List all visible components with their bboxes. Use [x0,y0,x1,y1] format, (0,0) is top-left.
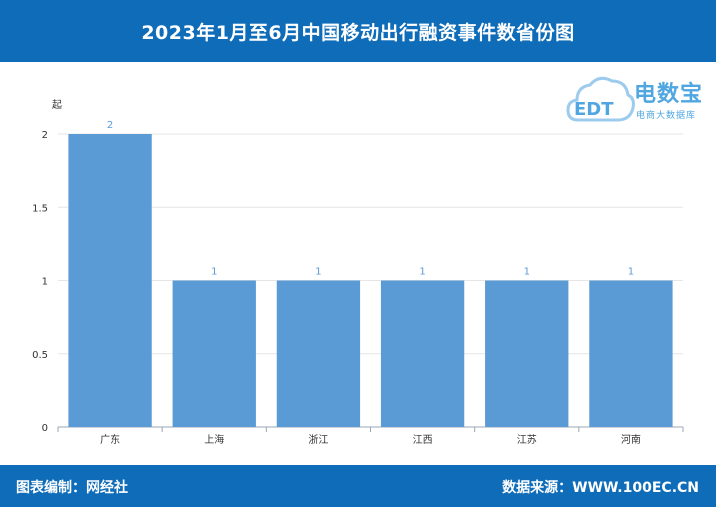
x-tick-label: 上海 [204,433,224,446]
data-label: 1 [419,267,425,278]
y-tick-label: 2 [42,130,48,141]
x-tick-label: 江苏 [517,433,537,446]
logo-tagline: 电商大数据库 [636,111,697,121]
chart-title: 2023年1月至6月中国移动出行融资事件数省份图 [141,21,575,44]
bar [172,280,256,427]
y-tick-label: 1.5 [32,203,48,214]
chart-footer: 图表编制：网经社 数据来源：WWW.100EC.CN [0,465,716,507]
data-label: 1 [628,267,634,278]
footer-source: 数据来源：WWW.100EC.CN [502,480,699,496]
y-tick-label: 0.5 [32,350,48,361]
bar [485,280,569,427]
y-tick-label: 0 [42,423,48,434]
x-tick-label: 浙江 [308,434,328,446]
data-label: 1 [524,267,530,278]
y-axis-unit-label: 起 [52,99,62,111]
data-label: 1 [211,267,217,278]
data-label: 2 [107,120,113,131]
logo-brand: 电数宝 [634,82,704,107]
bar [276,280,361,427]
bar-chart: 0 0.5 1 1.5 2 起 2 广东 1 上海 1 浙江 1 江西 1 江苏 1 河南 [32,99,684,446]
watermark-logo: EDT 电数宝 电商大数据库 [566,70,712,128]
data-label: 1 [315,267,321,278]
footer-editor: 图表编制：网经社 [16,480,128,496]
cloud-logo-icon: EDT [566,76,635,122]
logo-mark-text: EDT [574,99,614,120]
x-tick-label: 广东 [100,433,120,446]
y-tick-label: 1 [42,277,48,288]
x-tick-label: 江西 [413,434,433,446]
x-tick-label: 河南 [621,433,641,446]
chart-title-banner: 2023年1月至6月中国移动出行融资事件数省份图 [0,0,716,62]
bar [68,134,152,427]
bar [380,280,465,427]
bar [589,280,673,427]
